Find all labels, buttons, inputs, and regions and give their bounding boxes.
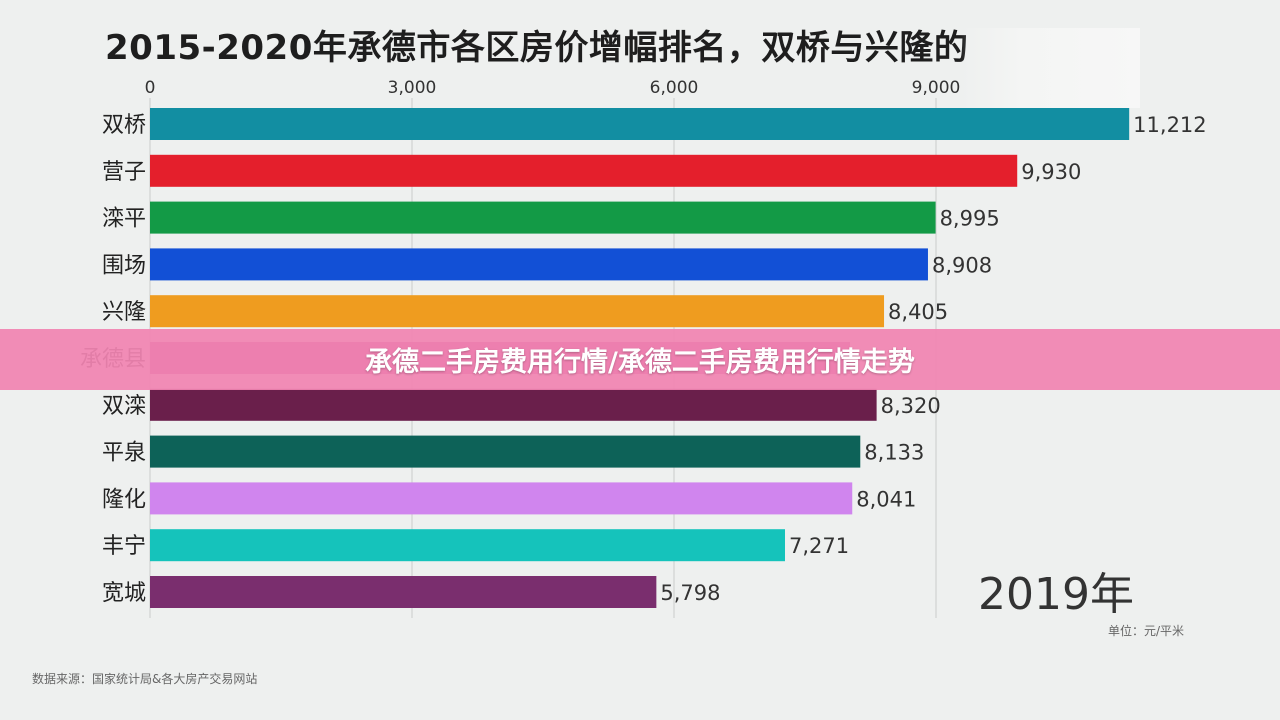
unit-label: 单位：元/平米 (1108, 624, 1185, 638)
bar (150, 482, 853, 515)
bar (150, 529, 786, 562)
bar (150, 108, 1130, 140)
bar (150, 435, 861, 468)
category-label: 双桥 (102, 113, 146, 138)
category-label: 双滦 (102, 394, 146, 419)
x-tick-label: 3,000 (388, 78, 437, 98)
category-label: 滦平 (102, 207, 146, 232)
value-labels: 11,212 9,930 8,995 8,908 8,405 8,320 8,133 8,04… (660, 113, 1206, 605)
bar (150, 295, 885, 328)
bar (150, 201, 936, 234)
category-label: 宽城 (102, 581, 146, 606)
x-tick-label: 0 (145, 78, 156, 98)
chart-title: 2015-2020年承德市各区房价增幅排名，双桥与兴隆的 (105, 28, 969, 68)
x-tick-label: 6,000 (650, 78, 699, 98)
bar (150, 154, 1018, 187)
overlay-banner: 承德二手房费用行情/承德二手房费用行情走势 (0, 329, 1280, 390)
bar (150, 388, 877, 421)
bar (150, 248, 928, 281)
year-label: 2019年 (978, 569, 1134, 620)
value-label: 8,133 (864, 441, 924, 465)
value-label: 7,271 (789, 534, 849, 558)
title-fade-overlay (960, 28, 1140, 108)
source-note: 数据来源：国家统计局&各大房产交易网站 (32, 672, 258, 686)
category-label: 营子 (102, 160, 146, 185)
value-label: 8,995 (940, 207, 1000, 231)
category-label: 隆化 (102, 487, 146, 512)
value-label: 11,212 (1133, 113, 1206, 137)
value-label: 5,798 (660, 581, 720, 605)
value-label: 8,405 (888, 300, 948, 324)
bar (150, 576, 657, 608)
value-label: 8,320 (881, 394, 941, 418)
category-label: 兴隆 (102, 300, 146, 325)
x-axis-ticks: 0 3,000 6,000 9,000 (145, 78, 961, 98)
value-label: 8,908 (932, 253, 992, 277)
category-label: 围场 (102, 253, 146, 278)
category-label: 平泉 (102, 441, 146, 466)
value-label: 8,041 (856, 487, 916, 511)
category-label: 丰宁 (102, 534, 146, 559)
x-tick-label: 9,000 (912, 78, 961, 98)
value-label: 9,930 (1021, 160, 1081, 184)
banner-text: 承德二手房费用行情/承德二手房费用行情走势 (365, 347, 915, 378)
